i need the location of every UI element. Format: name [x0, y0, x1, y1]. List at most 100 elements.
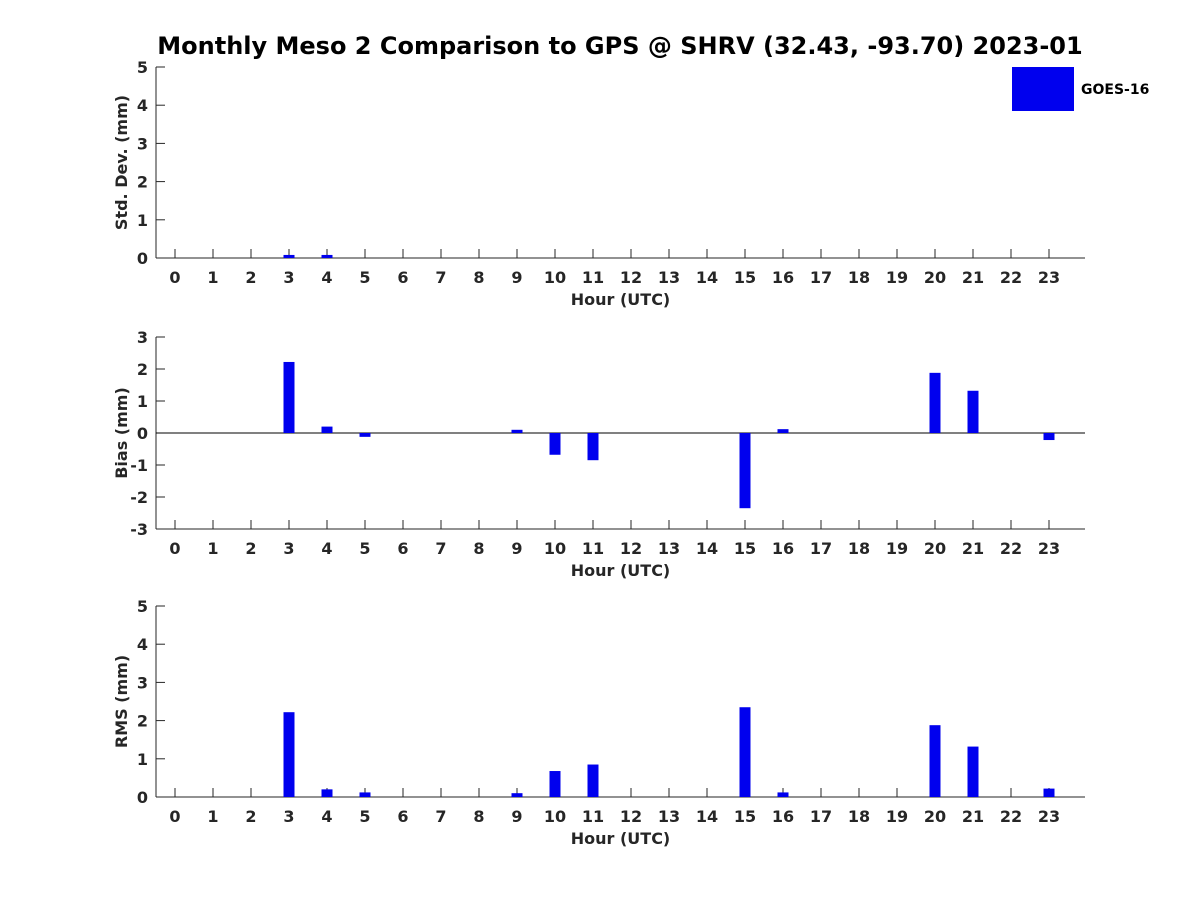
x-tick-label: 15 [734, 807, 756, 826]
x-tick-label: 0 [169, 539, 180, 558]
y-tick-label: -1 [130, 456, 148, 475]
bar-hour-3 [283, 254, 295, 258]
x-tick-label: 20 [924, 807, 946, 826]
bar-hour-21 [967, 390, 979, 433]
x-tick-label: 6 [397, 807, 408, 826]
bar-hour-9 [511, 429, 523, 433]
x-tick-label: 10 [544, 807, 566, 826]
y-tick-label: 5 [137, 58, 148, 77]
bar-hour-16 [777, 429, 789, 433]
x-tick-label: 15 [734, 539, 756, 558]
y-tick-label: 5 [137, 597, 148, 616]
x-tick-label: 9 [511, 807, 522, 826]
bar-hour-11 [587, 433, 599, 461]
y-tick-label: 1 [137, 211, 148, 230]
y-tick-label: 4 [137, 635, 148, 654]
x-tick-label: 1 [207, 268, 218, 287]
x-tick-label: 2 [245, 807, 256, 826]
x-tick-label: 14 [696, 807, 718, 826]
legend: GOES-16 [1012, 67, 1149, 111]
x-tick-label: 5 [359, 268, 370, 287]
x-tick-label: 5 [359, 539, 370, 558]
x-tick-label: 12 [620, 539, 642, 558]
x-tick-label: 23 [1038, 539, 1060, 558]
y-tick-label: 3 [137, 328, 148, 347]
bar-hour-5 [359, 433, 371, 437]
y-axis-label: Bias (mm) [112, 387, 131, 479]
x-tick-label: 0 [169, 268, 180, 287]
y-tick-label: -3 [130, 520, 148, 539]
bar-hour-21 [967, 746, 979, 797]
x-tick-label: 18 [848, 807, 870, 826]
x-tick-label: 18 [848, 268, 870, 287]
x-tick-label: 17 [810, 807, 832, 826]
bar-hour-15 [739, 433, 751, 509]
x-tick-label: 13 [658, 268, 680, 287]
y-tick-label: 3 [137, 673, 148, 692]
y-tick-label: 0 [137, 424, 148, 443]
x-tick-label: 6 [397, 539, 408, 558]
x-tick-label: 3 [283, 268, 294, 287]
x-tick-label: 0 [169, 807, 180, 826]
x-tick-label: 2 [245, 539, 256, 558]
bar-hour-4 [321, 254, 333, 258]
y-tick-label: 4 [137, 96, 148, 115]
x-tick-label: 16 [772, 807, 794, 826]
x-tick-label: 21 [962, 539, 984, 558]
x-tick-label: 16 [772, 539, 794, 558]
x-tick-label: 7 [435, 539, 446, 558]
x-tick-label: 12 [620, 807, 642, 826]
x-axis-label: Hour (UTC) [571, 290, 671, 309]
x-tick-label: 23 [1038, 268, 1060, 287]
y-axis-label: RMS (mm) [112, 655, 131, 748]
x-tick-label: 22 [1000, 268, 1022, 287]
x-tick-label: 18 [848, 539, 870, 558]
y-tick-label: 1 [137, 392, 148, 411]
x-tick-label: 13 [658, 539, 680, 558]
bar-hour-3 [283, 361, 295, 433]
bar-hour-20 [929, 372, 941, 433]
bar-hour-10 [549, 771, 561, 797]
y-tick-label: 2 [137, 712, 148, 731]
x-tick-label: 21 [962, 268, 984, 287]
y-tick-label: 3 [137, 134, 148, 153]
bar-hour-16 [777, 792, 789, 797]
y-tick-label: 2 [137, 360, 148, 379]
x-tick-label: 20 [924, 268, 946, 287]
x-tick-label: 1 [207, 539, 218, 558]
x-tick-label: 10 [544, 268, 566, 287]
bar-hour-11 [587, 764, 599, 797]
y-tick-label: 1 [137, 750, 148, 769]
x-tick-label: 8 [473, 539, 484, 558]
x-tick-label: 14 [696, 539, 718, 558]
x-tick-label: 3 [283, 807, 294, 826]
x-tick-label: 2 [245, 268, 256, 287]
x-tick-label: 19 [886, 807, 908, 826]
x-tick-label: 19 [886, 268, 908, 287]
x-tick-label: 9 [511, 539, 522, 558]
x-tick-label: 16 [772, 268, 794, 287]
bar-hour-5 [359, 792, 371, 797]
y-tick-label: 0 [137, 788, 148, 807]
x-tick-label: 1 [207, 807, 218, 826]
x-tick-label: 17 [810, 539, 832, 558]
legend-label-goes-16: GOES-16 [1081, 82, 1149, 98]
bar-hour-23 [1043, 788, 1055, 797]
x-tick-label: 20 [924, 539, 946, 558]
x-tick-label: 7 [435, 807, 446, 826]
bar-hour-20 [929, 725, 941, 797]
x-axis-label: Hour (UTC) [571, 829, 671, 848]
x-tick-label: 11 [582, 539, 604, 558]
bar-hour-23 [1043, 433, 1055, 441]
x-tick-label: 22 [1000, 539, 1022, 558]
x-tick-label: 10 [544, 539, 566, 558]
x-tick-label: 14 [696, 268, 718, 287]
bar-hour-4 [321, 426, 333, 433]
x-tick-label: 8 [473, 268, 484, 287]
x-tick-label: 12 [620, 268, 642, 287]
